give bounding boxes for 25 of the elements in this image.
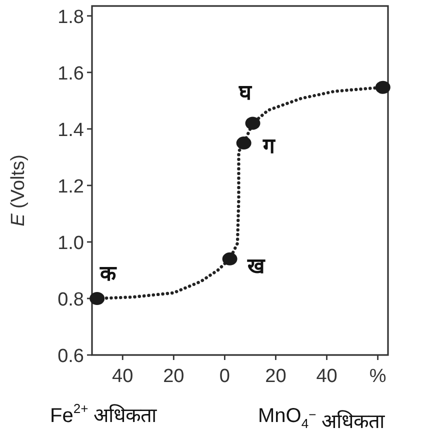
point <box>245 116 260 130</box>
annotation: क <box>99 262 118 286</box>
annotation: ग <box>262 135 276 158</box>
annotation: घ <box>238 81 253 104</box>
point <box>236 136 252 150</box>
x-tick-label: 40 <box>112 366 134 387</box>
y-axis-title: E (Volts) <box>8 154 29 226</box>
x-tick-label: % <box>369 366 386 387</box>
text: MnO$_{4}$$^{−}$ अधिकता <box>258 405 386 433</box>
x-tick-label: 40 <box>316 366 338 387</box>
annotation: ख <box>246 254 266 278</box>
y-tick-label: 1.6 <box>58 63 84 84</box>
point <box>222 252 238 266</box>
x-tick-label: 20 <box>265 366 286 387</box>
text: Fe$^{2+}$ अधिकता <box>50 401 158 427</box>
y-tick-label: 1.4 <box>58 120 84 141</box>
x-tick-label: 20 <box>163 366 184 387</box>
y-tick-label: 0.6 <box>58 346 84 367</box>
point <box>375 80 390 94</box>
y-tick-label: 1.8 <box>58 6 84 28</box>
y-tick-label: 0.8 <box>58 289 84 310</box>
y-tick-label: 1.2 <box>58 176 84 198</box>
x-tick-label: 0 <box>219 366 230 387</box>
point <box>90 292 105 305</box>
y-tick-label: 1.0 <box>58 232 84 254</box>
